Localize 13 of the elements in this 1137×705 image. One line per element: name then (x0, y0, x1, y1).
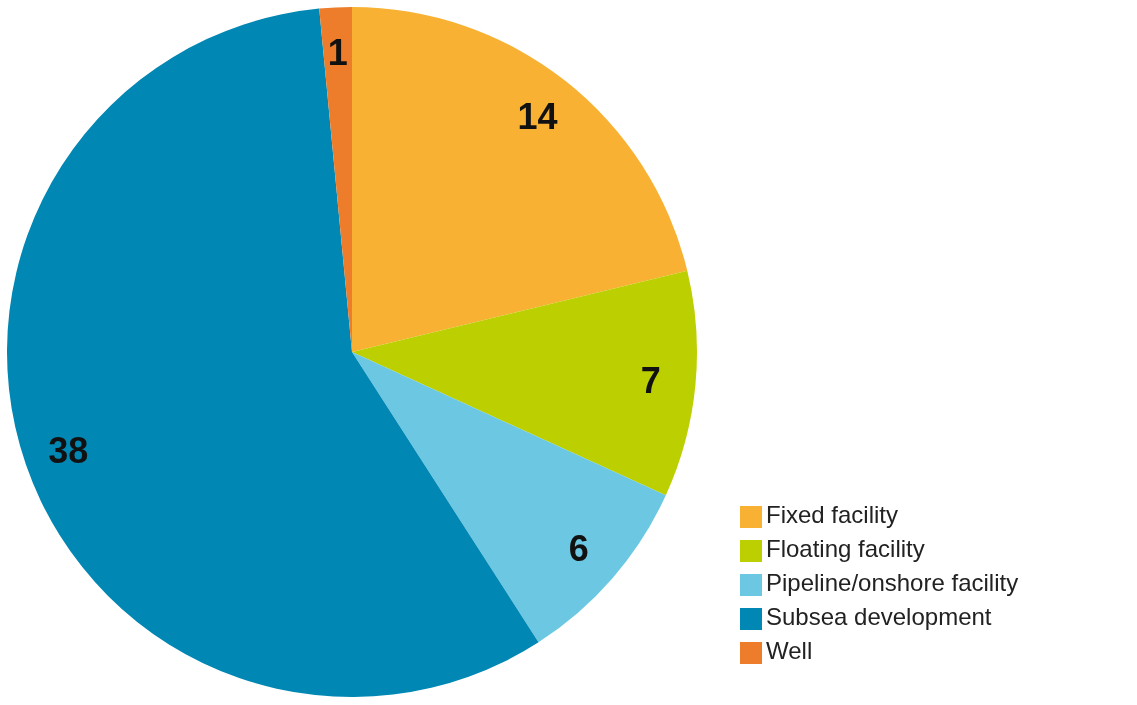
data-label: 38 (48, 429, 89, 471)
pie-slice (352, 7, 688, 352)
legend-label: Fixed facility (766, 501, 899, 528)
pie-slice (352, 270, 697, 496)
data-label: 14 (517, 95, 558, 137)
legend-label: Well (766, 637, 813, 664)
legend-label: Pipeline/onshore facility (766, 569, 1019, 596)
data-label: 7 (640, 360, 661, 402)
data-label: 6 (568, 528, 589, 570)
legend-label: Subsea development (766, 603, 992, 630)
data-label: 1 (327, 31, 348, 73)
pie-slice (352, 352, 666, 643)
legend-label: Floating facility (766, 535, 925, 562)
